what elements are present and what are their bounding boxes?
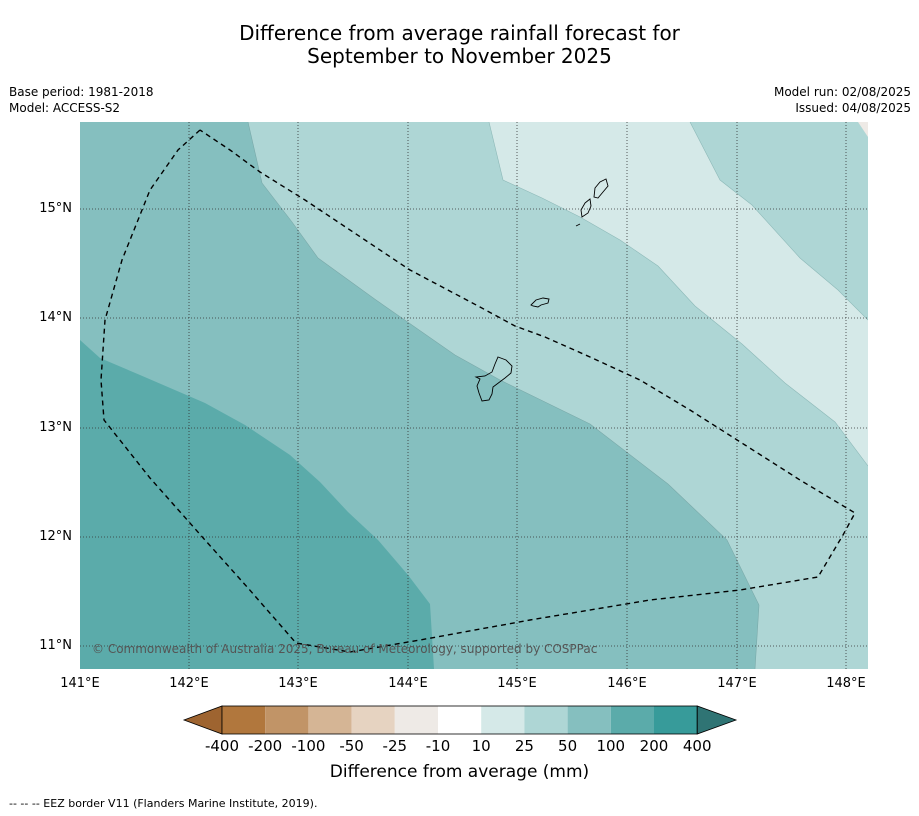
colorbar-tick-label: 400: [682, 737, 712, 755]
colorbar-swatch: [351, 706, 395, 734]
region-near-zero: [858, 122, 868, 137]
copyright-notice: © Commonwealth of Australia 2025, Bureau…: [92, 642, 598, 656]
colorbar-swatch: [524, 706, 568, 734]
region-100-200: [80, 340, 434, 669]
colorbar-swatch: [654, 706, 698, 734]
colorbar-swatch: [394, 706, 438, 734]
colorbar-tick-label: -25: [382, 737, 408, 755]
base-period: Base period: 1981-2018: [9, 85, 154, 99]
lon-label: 141°E: [60, 676, 100, 691]
title-line-1: Difference from average rainfall forecas…: [239, 21, 680, 45]
region-10-25: [489, 122, 868, 466]
colorbar-swatch: [481, 706, 525, 734]
rainfall-map: [80, 122, 868, 669]
lat-label: 12°N: [39, 529, 72, 544]
eez-footnote: -- -- -- EEZ border V11 (Flanders Marine…: [9, 797, 318, 810]
colorbar-tick-label: 50: [558, 737, 578, 755]
colorbar-swatch: [265, 706, 309, 734]
colorbar: [182, 705, 738, 735]
colorbar-tick-label: 200: [639, 737, 669, 755]
lon-label: 146°E: [607, 676, 647, 691]
colorbar-extend-high: [696, 705, 738, 735]
lon-label: 142°E: [169, 676, 209, 691]
colorbar-swatch: [222, 706, 266, 734]
colorbar-tick-label: 100: [596, 737, 626, 755]
lat-label: 15°N: [39, 201, 72, 216]
colorbar-tick-label: 10: [471, 737, 491, 755]
lat-label: 11°N: [39, 638, 72, 653]
colorbar-title: Difference from average (mm): [329, 762, 590, 782]
model-run: Model run: 02/08/2025: [773, 85, 911, 99]
meta-left: Base period: 1981-2018 Model: ACCESS-S2: [9, 84, 154, 116]
eez-border: [100, 129, 856, 653]
graticule: [80, 122, 868, 669]
lat-label: 13°N: [39, 420, 72, 435]
title-line-2: September to November 2025: [307, 44, 612, 68]
lon-label: 145°E: [497, 676, 537, 691]
colorbar-swatch: [438, 706, 482, 734]
colorbar-tick-label: 25: [514, 737, 534, 755]
colorbar-swatch: [567, 706, 611, 734]
colorbar-tick-label: -400: [204, 737, 240, 755]
colorbar-tick-label: -50: [339, 737, 364, 755]
colorbar-tick-label: -200: [248, 737, 283, 755]
lon-label: 143°E: [278, 676, 318, 691]
lat-label: 14°N: [39, 310, 72, 325]
lon-label: 148°E: [826, 676, 866, 691]
meta-right: Model run: 02/08/2025 Issued: 04/08/2025: [774, 84, 911, 116]
island-outlines: [474, 178, 609, 402]
model-name: Model: ACCESS-S2: [9, 101, 121, 115]
colorbar-tick-label: -10: [425, 737, 451, 755]
colorbar-swatch: [308, 706, 352, 734]
colorbar-swatch: [610, 706, 654, 734]
lon-label: 144°E: [388, 676, 428, 691]
map-title: Difference from average rainfall forecas…: [0, 22, 919, 68]
colorbar-tick-label: -100: [291, 737, 326, 755]
issued-date: Issued: 04/08/2025: [795, 101, 911, 115]
lon-label: 147°E: [717, 676, 757, 691]
colorbar-extend-low: [182, 705, 223, 735]
